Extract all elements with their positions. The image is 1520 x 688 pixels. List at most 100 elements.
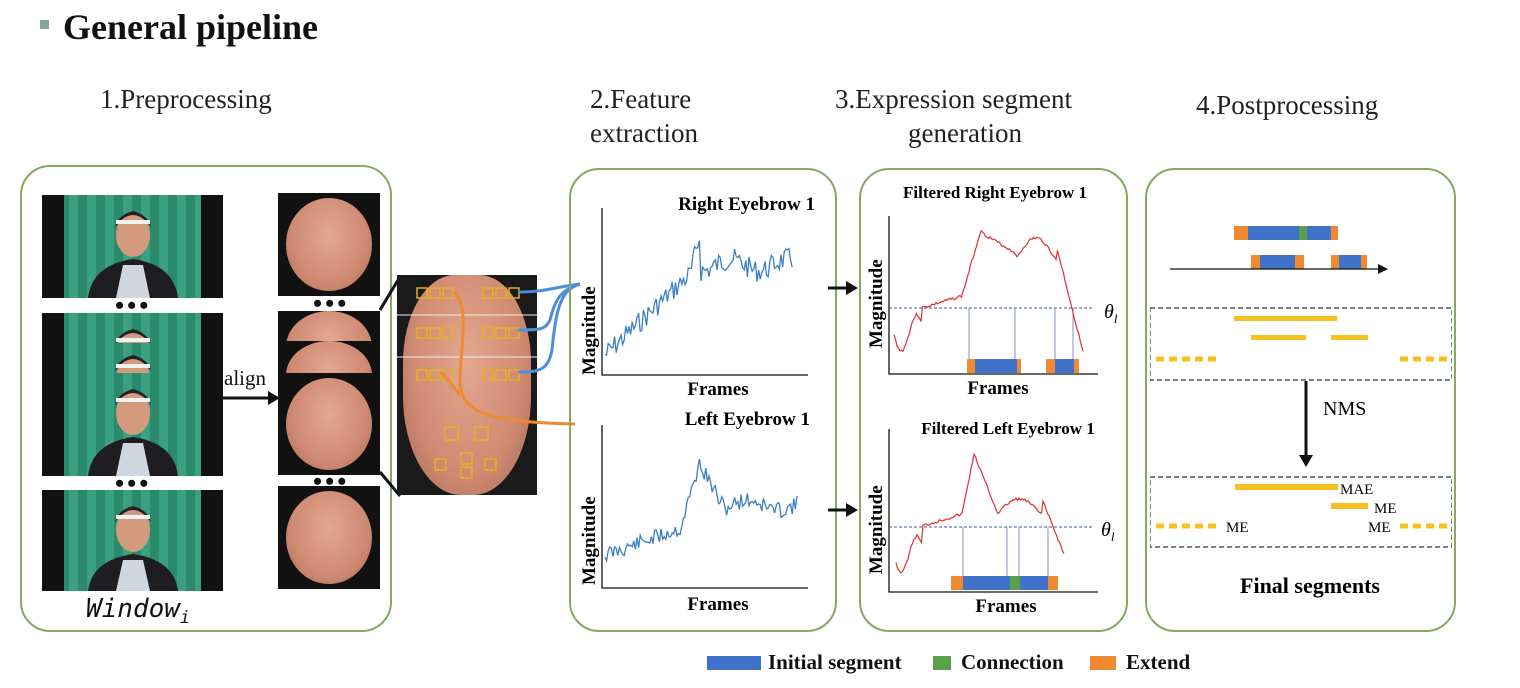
chart1-title: Right Eyebrow 1 <box>678 194 815 215</box>
step-3-heading-line2: generation <box>908 118 1022 148</box>
align-label: align <box>224 366 266 390</box>
seg-chart2-threshold-label: θl <box>1101 519 1115 544</box>
seg-chart1-ylabel: Magnitude <box>866 259 887 348</box>
arrow-to-seg2-icon <box>828 503 858 517</box>
legend-extend-swatch <box>1090 656 1116 670</box>
video-frame-1 <box>42 195 223 298</box>
step-3-heading-line1: 3.Expression segment <box>835 84 1072 114</box>
seg2-connection <box>1010 576 1020 590</box>
result-me-label-2: ME <box>1226 520 1249 536</box>
chart1-axes <box>601 208 808 376</box>
chart2-ylabel: Magnitude <box>579 496 600 585</box>
seg-chart1-axes <box>888 216 1098 375</box>
seg-chart2-ylabel: Magnitude <box>866 485 887 574</box>
seg1-extend-2 <box>1017 359 1021 373</box>
pp-connection-a <box>1299 226 1307 240</box>
legend-initial-label: Initial segment <box>768 650 902 674</box>
cand-bar-3 <box>1331 335 1368 340</box>
seg2-initial-2 <box>1020 576 1048 590</box>
left-eyebrow-feature-chart: Left Eyebrow 1 Magnitude Frames <box>579 409 810 615</box>
video-frame-4 <box>42 373 223 476</box>
filtered-right-eyebrow-chart: Filtered Right Eyebrow 1 Magnitude Frame… <box>866 183 1118 399</box>
video-frame-3 <box>42 343 223 373</box>
seg1-extend-4 <box>1074 359 1079 373</box>
seg2-extend-2 <box>1048 576 1058 590</box>
arrow-to-seg1-icon <box>828 281 858 295</box>
postprocessing-panel <box>1145 168 1456 632</box>
seg1-initial-1 <box>975 359 1017 373</box>
align-arrow-icon <box>222 391 280 405</box>
video-frame-2 <box>42 313 223 347</box>
pp-axis-arrow-icon <box>1378 264 1388 274</box>
final-segments-label: Final segments <box>1240 573 1380 598</box>
legend-connection-label: Connection <box>961 650 1064 674</box>
aligned-face-5 <box>278 486 380 589</box>
right-eyebrow-feature-chart: Right Eyebrow 1 Magnitude Frames <box>579 194 815 400</box>
seg1-extend-3 <box>1046 359 1055 373</box>
pp-initial-a <box>1248 226 1299 240</box>
seg-chart2-verticals <box>962 527 1049 579</box>
seg-chart2-axes <box>888 429 1098 593</box>
result-mae-label: MAE <box>1340 482 1373 498</box>
preprocessing-panel <box>20 165 392 632</box>
chart1-ylabel: Magnitude <box>579 286 600 375</box>
pp-extend-a <box>1234 226 1248 240</box>
step-1-heading: 1.Preprocessing <box>100 84 272 114</box>
aligned-face-1 <box>278 193 380 296</box>
pp-extend-d <box>1295 255 1304 269</box>
cand-bar-1 <box>1234 316 1337 321</box>
segment-generation-panel <box>859 168 1128 632</box>
results-box <box>1150 476 1452 548</box>
aligned-face-3 <box>278 341 380 375</box>
person-icon <box>87 211 178 298</box>
chart2-title: Left Eyebrow 1 <box>685 409 810 430</box>
pp-initial-b <box>1307 226 1331 240</box>
candidates-box <box>1150 307 1452 381</box>
seg-chart2-title: Filtered Left Eyebrow 1 <box>921 419 1095 438</box>
postprocessing-diagram: NMS MAE ME ME ME Final segments <box>1150 226 1452 598</box>
feature-link-curves <box>439 282 581 426</box>
chart2-axes <box>601 425 808 589</box>
page-title: General pipeline <box>40 6 318 48</box>
chart2-curve <box>604 458 798 564</box>
legend-connection-swatch <box>933 656 951 670</box>
chart2-xlabel: Frames <box>687 594 748 615</box>
seg-chart2-xlabel: Frames <box>975 596 1036 617</box>
pp-initial-d <box>1339 255 1361 269</box>
video-frame-5 <box>42 490 223 591</box>
chart1-xlabel: Frames <box>687 379 748 400</box>
seg-chart1-xlabel: Frames <box>967 378 1028 399</box>
seg-chart1-curve <box>893 229 1084 353</box>
seg1-extend-1 <box>967 359 975 373</box>
filtered-left-eyebrow-chart: Filtered Left Eyebrow 1 Magnitude Frames… <box>866 419 1115 617</box>
result-me-bar <box>1331 503 1368 509</box>
seg2-initial-1 <box>963 576 1010 590</box>
step-4-heading: 4.Postprocessing <box>1196 90 1379 120</box>
window-label: Windowi <box>86 594 191 629</box>
nms-label: NMS <box>1323 398 1366 420</box>
pp-extend-f <box>1361 255 1367 269</box>
legend-extend-label: Extend <box>1126 650 1191 674</box>
cand-bar-2 <box>1251 335 1306 340</box>
chart1-curve <box>605 240 793 356</box>
title-bullet-icon <box>40 20 49 30</box>
seg1-initial-2 <box>1055 359 1074 373</box>
result-me-label-1: ME <box>1374 501 1397 517</box>
pp-extend-c <box>1251 255 1260 269</box>
legend-initial-swatch <box>707 656 761 670</box>
seg-chart1-title: Filtered Right Eyebrow 1 <box>903 183 1087 202</box>
seg-chart2-curve <box>895 452 1065 574</box>
step-2-heading-line2: extraction <box>590 118 698 148</box>
pp-extend-e <box>1331 255 1339 269</box>
seg-chart1-threshold-label: θl <box>1104 301 1118 326</box>
step-2-heading-line1: 2.Feature <box>590 84 692 114</box>
aligned-face-4 <box>278 373 380 475</box>
pp-initial-c <box>1260 255 1295 269</box>
result-mae-bar <box>1235 484 1338 490</box>
seg-chart1-verticals <box>968 308 1074 363</box>
seg2-extend-1 <box>951 576 963 590</box>
feature-extraction-panel <box>569 168 837 632</box>
pp-extend-b <box>1331 226 1338 240</box>
roi-face-stack <box>397 275 537 495</box>
result-me-label-3: ME <box>1368 520 1391 536</box>
